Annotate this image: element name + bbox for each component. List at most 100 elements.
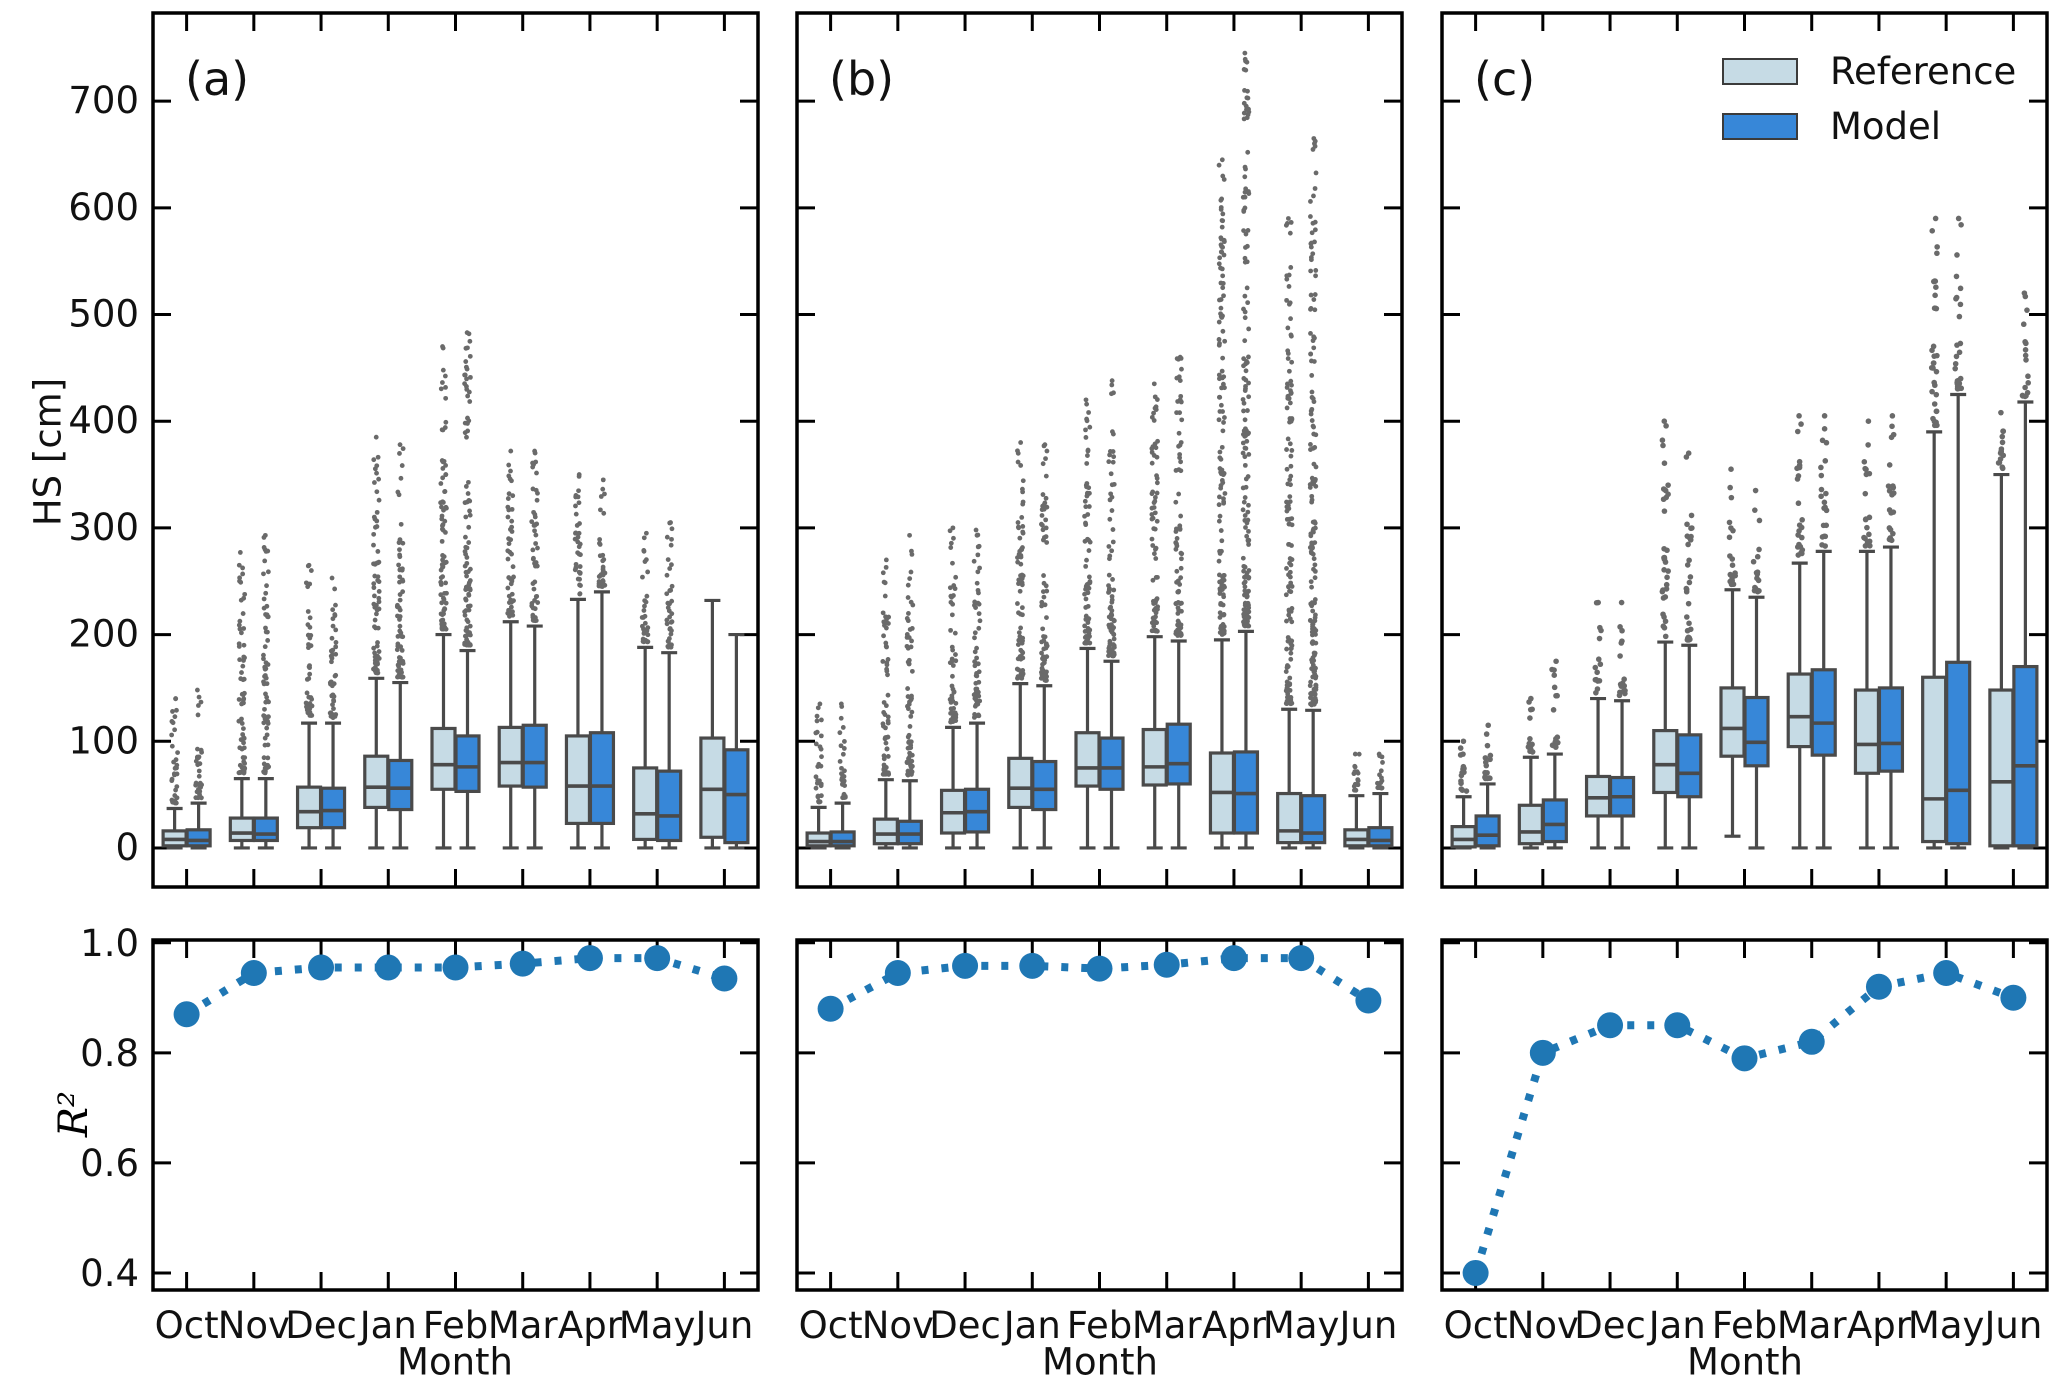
hs-axis-label: HS [cm] [26, 377, 70, 527]
r2-marker-oct [817, 995, 844, 1022]
box-b-jun-reference [1343, 751, 1370, 850]
month-tick-label: Feb [1067, 1304, 1133, 1347]
r2-marker-jun [711, 965, 738, 992]
month-tick-label: Dec [1574, 1304, 1646, 1347]
box-c-apr-reference [1853, 418, 1881, 850]
box-a-mar-reference [497, 448, 524, 850]
legend-label-model: Model [1830, 105, 1942, 148]
r2-marker-feb [442, 954, 469, 981]
box-b-may-model [1300, 136, 1327, 850]
outlier-dots [462, 330, 473, 648]
box-b-feb-reference [1074, 397, 1101, 850]
outlier-dots [1082, 397, 1093, 646]
outlier-dots [1149, 381, 1161, 634]
month-tick-label: Dec [929, 1304, 1001, 1347]
outlier-dots [947, 525, 959, 725]
box-a-feb-model [454, 330, 481, 850]
y-tick-label: 0 [115, 826, 139, 869]
outlier-dots [1240, 50, 1252, 629]
legend-label-reference: Reference [1830, 50, 2017, 93]
box-a-oct-model [185, 687, 212, 850]
outlier-dots [1928, 215, 1940, 429]
month-tick-label: May [1908, 1304, 1985, 1347]
box-c-dec-model [1608, 599, 1636, 850]
axes-top-c [1440, 11, 2049, 889]
box-c-jan-reference [1652, 418, 1679, 850]
month-tick-label: Nov [1507, 1304, 1579, 1347]
panel-top-a: 0 100 200 300 400 500 600 700 [68, 11, 760, 889]
box-a-dec-model [319, 575, 347, 850]
y-tick-label: 0.6 [80, 1142, 139, 1185]
month-tick-label: Oct [799, 1304, 863, 1347]
box-a-nov-reference [228, 550, 255, 850]
r2-marker-jun [1355, 987, 1382, 1014]
outlier-dots [529, 448, 541, 624]
box-b-jan-reference [1007, 440, 1034, 850]
box-c-oct-reference [1450, 738, 1477, 850]
outlier-dots [327, 575, 339, 721]
r2-marker-oct [1462, 1259, 1489, 1286]
y-tick-label: 600 [68, 186, 139, 229]
outlier-dots [1283, 216, 1295, 707]
month-tick-label: Apr [1847, 1304, 1912, 1347]
box-b-nov-reference [872, 557, 899, 850]
box-b-apr-reference [1208, 157, 1236, 850]
y-tick-label: 100 [68, 719, 139, 762]
box-c-may-model [1945, 215, 1972, 850]
box-a-nov-model [252, 532, 279, 850]
axes-top-b [795, 11, 1404, 889]
box-c-apr-model [1877, 413, 1905, 850]
month-tick-label: Jan [1002, 1304, 1061, 1347]
outlier-dots [2019, 290, 2032, 400]
box-a-feb-reference [430, 344, 457, 850]
outlier-dots [1794, 413, 1806, 558]
outlier-dots [880, 557, 892, 777]
y-tick-label: 700 [68, 79, 139, 122]
r2-markers-a [173, 945, 738, 1028]
y-axis-ticks-top-a: 0 100 200 300 400 500 600 700 [68, 79, 758, 869]
outlier-dots [1173, 354, 1185, 638]
y-axis-ticks-bottom-a: 0.4 0.6 0.8 1.0 [80, 922, 758, 1295]
y-tick-label: 0.8 [80, 1032, 139, 1075]
r2-marker-dec [952, 952, 979, 979]
outlier-dots [438, 344, 449, 632]
box-b-may-reference [1276, 216, 1303, 850]
outlier-dots [1885, 413, 1897, 544]
month-tick-label: Mar [1777, 1304, 1848, 1347]
r2-marker-dec [1597, 1012, 1624, 1039]
month-tick-label: Jun [1337, 1304, 1397, 1347]
x-axis-ticks-top-b [829, 13, 1370, 887]
r2-marker-may [1288, 945, 1315, 972]
y-tick-label: 500 [68, 293, 139, 336]
outlier-dots [1861, 418, 1873, 549]
outlier-dots [1525, 695, 1536, 755]
r2-marker-apr [1865, 973, 1892, 1000]
outlier-dots [837, 701, 848, 801]
y-axis-ticks-bottom-c [1442, 941, 2047, 1275]
month-tick-label: Oct [1444, 1304, 1508, 1347]
r2-marker-apr [1220, 945, 1247, 972]
outlier-dots [1106, 378, 1117, 659]
box-b-dec-model [963, 527, 991, 850]
r2-marker-mar [1153, 951, 1180, 978]
r2-marker-jan [375, 954, 402, 981]
r2-marker-jan [1019, 952, 1046, 979]
r2-marker-feb [1731, 1045, 1758, 1072]
reference-swatch-icon [1722, 58, 1798, 85]
outlier-dots [1457, 738, 1470, 794]
month-axis-label-c: Month [1687, 1340, 1803, 1384]
r2-marker-mar [509, 950, 536, 977]
box-b-jan-model [1031, 442, 1058, 850]
box-a-dec-reference [295, 562, 323, 850]
box-c-nov-model [1541, 658, 1568, 850]
month-tick-label: Nov [218, 1304, 290, 1347]
r2-markers-b [817, 945, 1382, 1022]
r2-marker-jan [1664, 1012, 1691, 1039]
outlier-dots [664, 520, 675, 650]
box-a-jun-reference [699, 598, 726, 850]
month-tick-label: Nov [862, 1304, 934, 1347]
outlier-dots [572, 472, 583, 597]
